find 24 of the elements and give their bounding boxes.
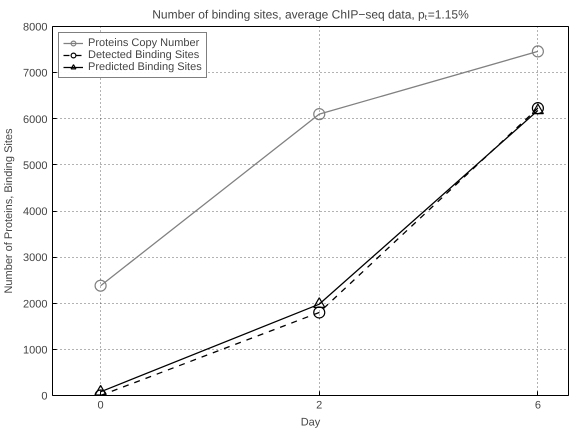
x-tick-label: 2	[316, 400, 322, 412]
y-tick-label: 1000	[23, 344, 48, 356]
point	[313, 306, 326, 319]
point	[313, 297, 326, 308]
point	[313, 108, 326, 120]
point	[532, 45, 544, 58]
x-axis-title: Day	[300, 416, 321, 428]
legend-label: Detected Binding Sites	[88, 49, 200, 61]
y-tick-label: 6000	[23, 114, 48, 126]
y-tick-label: 5000	[23, 160, 48, 172]
y-tick-label: 4000	[23, 206, 48, 218]
y-tick-label: 3000	[23, 252, 48, 264]
point	[94, 280, 107, 292]
legend-label: Proteins Copy Number	[88, 37, 200, 49]
chart-title: Number of binding sites, average ChIP−seq data, pₜ=1.15%	[152, 8, 470, 22]
y-tick-label: 8000	[23, 22, 48, 34]
x-tick-label: 0	[98, 400, 104, 412]
legend-label: Predicted Binding Sites	[88, 61, 202, 73]
x-tick-label: 6	[534, 400, 541, 412]
y-axis-title: Number of Proteins, Binding Sites	[3, 128, 16, 294]
point	[94, 384, 107, 396]
y-tick-label: 2000	[23, 298, 48, 310]
y-tick-label: 7000	[23, 68, 48, 80]
y-tick-label: 0	[41, 390, 48, 402]
